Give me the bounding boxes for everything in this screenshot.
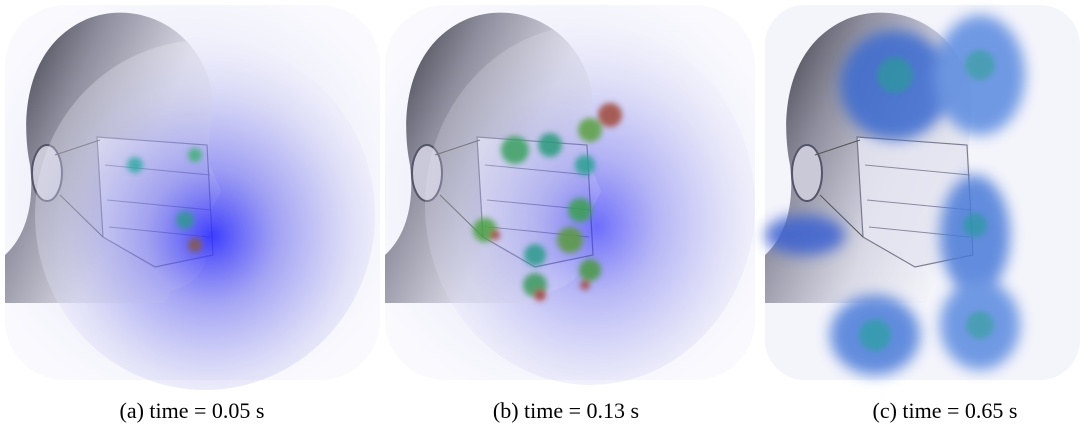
panel-a [5, 5, 380, 390]
panel-c [765, 5, 1080, 380]
caption: (a) time = 0.05 s [120, 398, 265, 423]
caption: (b) time = 0.13 s [493, 398, 639, 423]
caption: (c) time = 0.65 s [873, 398, 1018, 423]
panel-b [385, 5, 755, 385]
figure: (a) time = 0.05 s (b) time = 0.13 s (c) … [0, 0, 1083, 444]
